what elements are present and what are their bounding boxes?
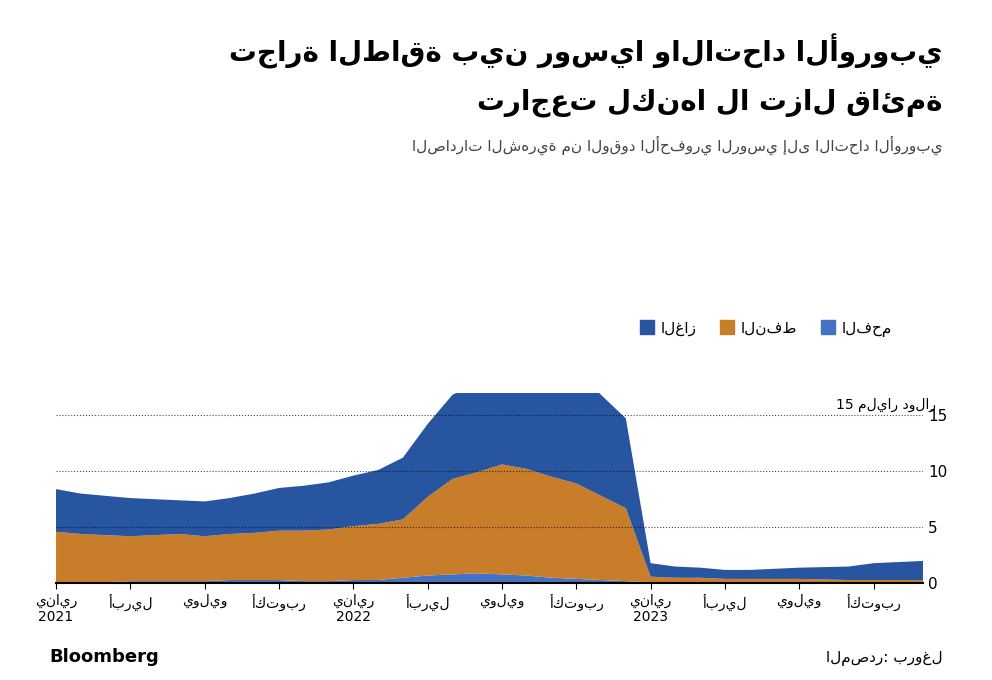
Text: المصدر: بروغل: المصدر: بروغل [825,651,942,666]
Text: تجارة الطاقة بين روسيا والاتحاد الأوروبي: تجارة الطاقة بين روسيا والاتحاد الأوروبي [229,34,942,69]
Legend: الغاز, النفط, الفحم: الغاز, النفط, الفحم [634,314,898,343]
Text: تراجعت لكنها لا تزال قائمة: تراجعت لكنها لا تزال قائمة [477,88,942,117]
Text: 15 مليار دولار: 15 مليار دولار [835,397,935,411]
Text: Bloomberg: Bloomberg [50,649,160,666]
Text: الصادرات الشهرية من الوقود الأحفوري الروسي إلى الاتحاد الأوروبي: الصادرات الشهرية من الوقود الأحفوري الرو… [412,136,942,155]
